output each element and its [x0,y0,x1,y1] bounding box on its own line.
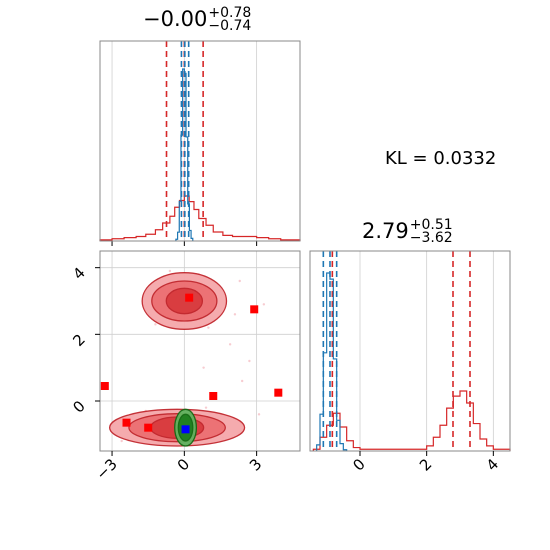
panel2-sample-point [262,303,266,306]
panel3-histogram-blue [316,272,348,451]
panel2-red-marker [100,382,109,390]
panel2-sample-point [207,326,210,329]
panel2-sample-point [240,379,244,383]
panel2-red-marker [209,392,218,400]
panel3-marginal: 0 2 4 [309,250,511,475]
panel2-sample-point [154,323,157,326]
panel2-title-bounds: +0.51 −3.62 [409,217,453,246]
panel2-title-minus: −3.62 [409,230,453,246]
panel2-red-marker [274,388,283,397]
panel1-marginal [99,40,301,246]
panel2-sample-point [228,343,232,346]
panel2-sample-point [204,406,208,409]
panel2-sample-point [168,269,172,273]
panel2-ytick-label: 0 [69,397,88,416]
panel2-blue-marker [181,425,190,434]
panel1-title-bounds: +0.78 −0.74 [208,5,252,34]
panel2-title-median: 2.79 [362,219,409,243]
panel1-frame [99,40,301,242]
panel2-ytick-label: 2 [69,330,88,349]
panel2-xtick-label: −3 [93,455,121,483]
panel1-histogram-red [99,195,301,241]
panel2-sample-point [202,366,205,369]
panel2-sample-point [238,279,241,283]
panel3-frame [309,250,511,452]
panel2-xtick-label: 3 [246,455,265,474]
panel3-xtick-label: 2 [416,455,435,474]
panel2-frame [99,250,301,452]
panel2-xtick-label: 0 [174,455,193,474]
panel3-xtick-label: 0 [349,455,368,474]
panel2-sample-point [257,413,261,416]
panel1-title-plus: +0.78 [208,5,252,21]
panel2-red-marker [144,423,153,432]
panel2-red-marker [122,418,131,427]
panel2-title-plus: +0.51 [409,217,453,233]
panel2-red-marker [185,293,194,302]
panel2-sample-point [233,313,237,316]
panel2-joint: −3 0 3 0 2 4 [69,250,301,483]
panel2-sample-point [248,359,251,363]
panel2-plot-area [100,251,300,451]
panel2-red-contour [165,287,204,315]
panel3-histogram-red [312,390,511,451]
panel3-xtick-label: 4 [483,455,502,474]
panel2-ytick-label: 4 [69,264,88,283]
panel1-title-minus: −0.74 [208,18,252,34]
panel1-title-median: −0.00 [143,7,208,31]
kl-annotation: KL = 0.0332 [385,148,497,169]
panel1-title: −0.00 +0.78 −0.74 [143,5,252,34]
panel2-title: 2.79 +0.51 −3.62 [362,217,453,246]
panel2-sample-point [120,439,123,443]
panel2-red-marker [250,305,259,314]
